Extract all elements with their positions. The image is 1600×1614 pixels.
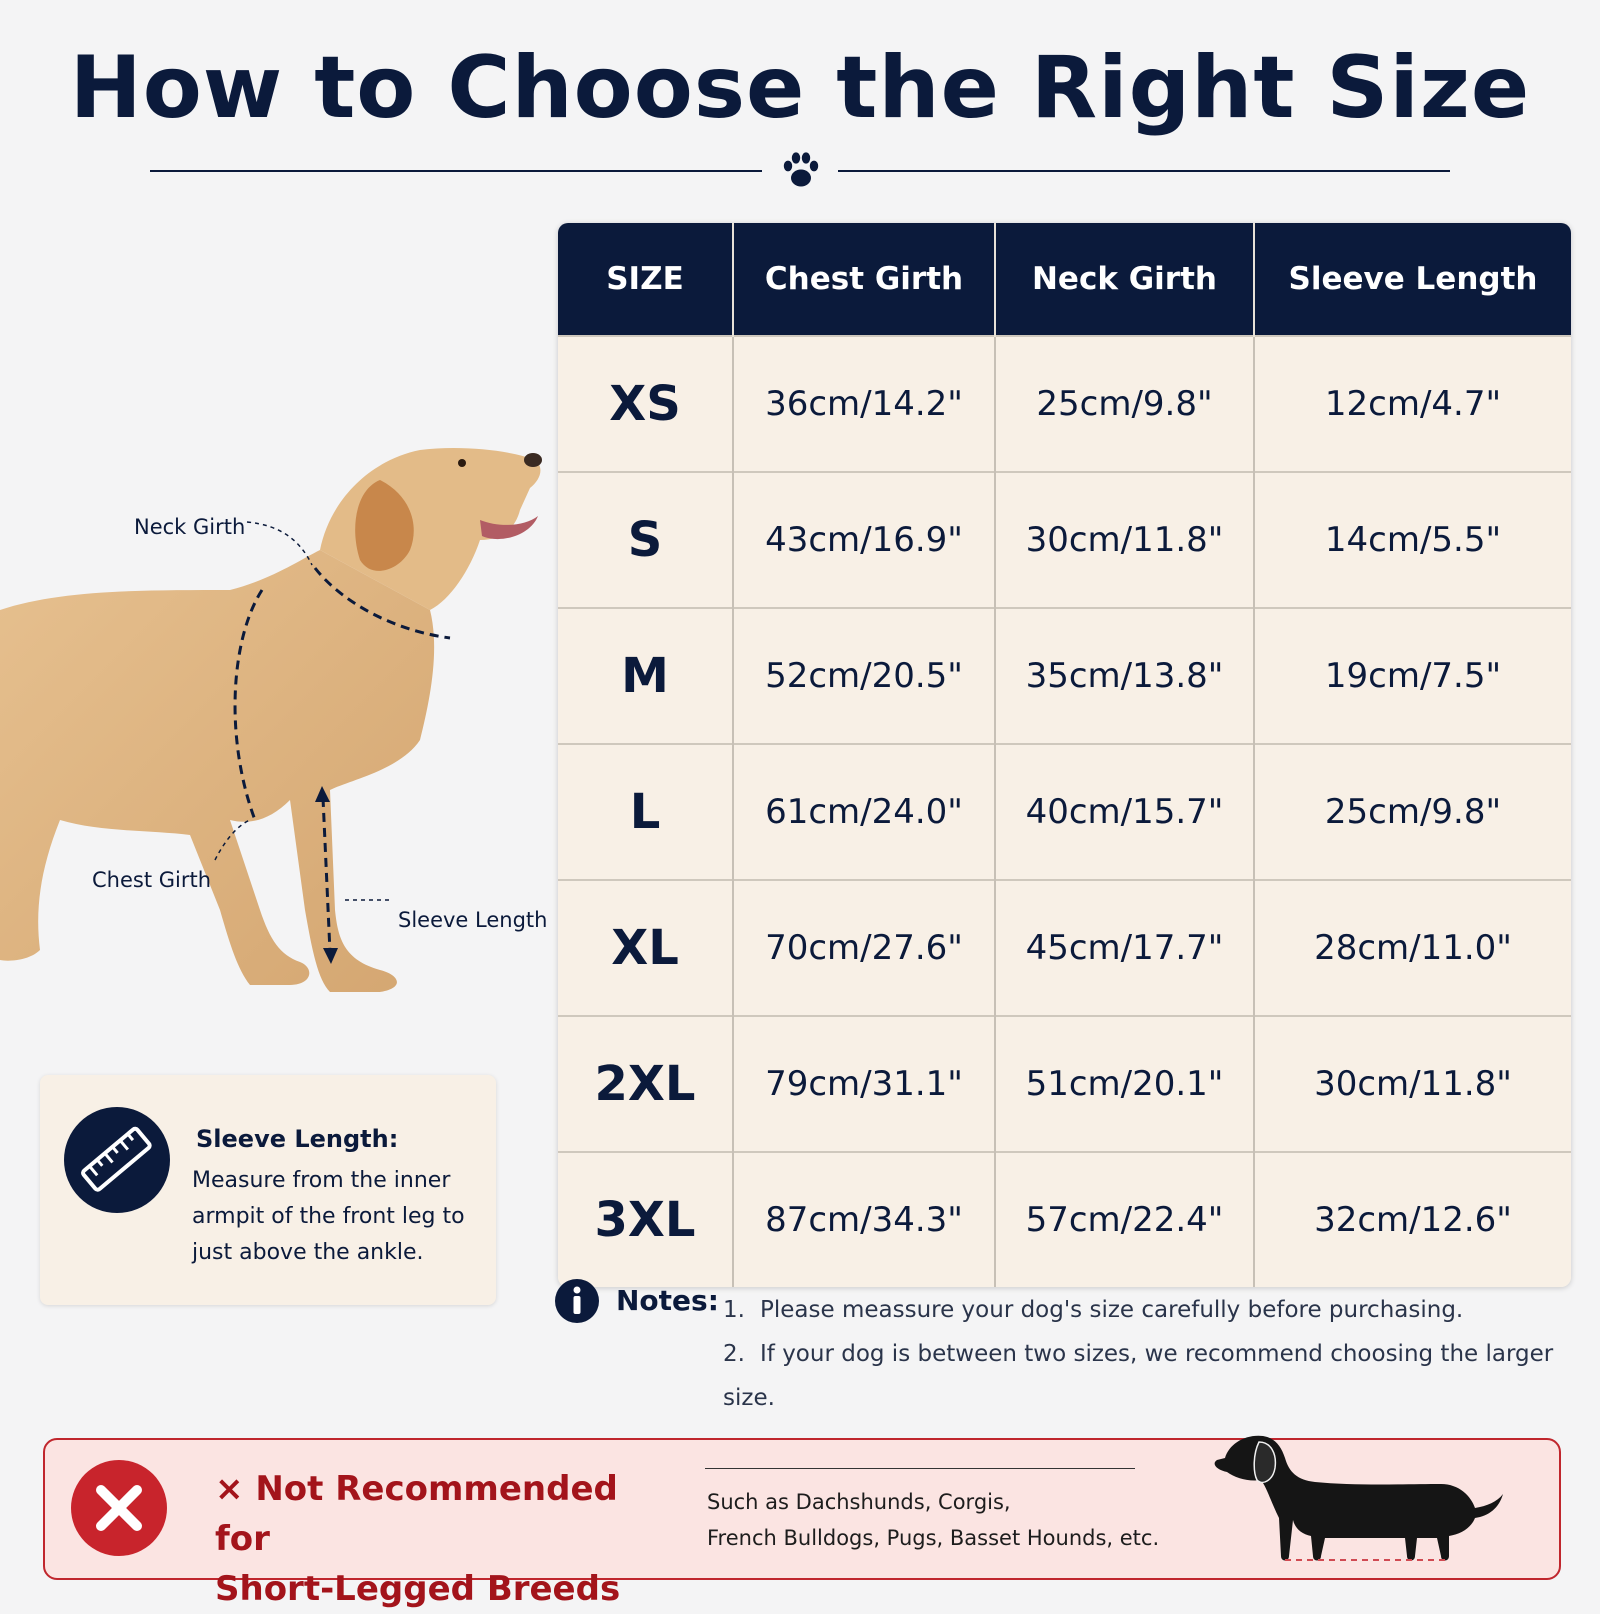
neck-girth-label: Neck Girth	[134, 515, 246, 539]
dog-measurement-diagram: Neck Girth Chest Girth Sleeve Length	[0, 440, 560, 1020]
size-cell: XL	[558, 879, 734, 1016]
short-legged-warning-box: × Not Recommended for Short-Legged Breed…	[43, 1435, 1561, 1609]
warning-text: Such as Dachshunds, Corgis, French Bulld…	[707, 1484, 1159, 1556]
size-cell: M	[558, 607, 734, 744]
title-divider-left	[150, 170, 762, 172]
neck-cell: 40cm/15.7"	[995, 743, 1255, 880]
paw-icon	[783, 152, 819, 187]
chest-cell: 70cm/27.6"	[733, 879, 996, 1016]
neck-cell: 57cm/22.4"	[995, 1151, 1255, 1287]
chest-cell: 61cm/24.0"	[733, 743, 996, 880]
note-item: 2. If your dog is between two sizes, we r…	[723, 1332, 1600, 1420]
chest-cell: 87cm/34.3"	[733, 1151, 996, 1287]
labrador-illustration	[0, 448, 542, 992]
note-text: Please meassure your dog's size carefull…	[760, 1297, 1464, 1323]
page-title: How to Choose the Right Size	[69, 38, 1531, 138]
note-item: 1. Please meassure your dog's size carefu…	[723, 1288, 1600, 1332]
note-text: If your dog is between two sizes, we rec…	[723, 1341, 1554, 1411]
size-cell: L	[558, 743, 734, 880]
table-row: 2XL 79cm/31.1" 51cm/20.1" 30cm/11.8"	[558, 1015, 1571, 1152]
size-cell: XS	[558, 335, 734, 472]
info-icon	[555, 1279, 599, 1323]
sleeve-cell: 19cm/7.5"	[1254, 607, 1571, 744]
size-cell: 3XL	[558, 1151, 734, 1287]
sleeve-cell: 32cm/12.6"	[1254, 1151, 1571, 1287]
note-number: 1.	[723, 1297, 745, 1323]
sleeve-cell: 14cm/5.5"	[1254, 471, 1571, 608]
warning-text-line1: Such as Dachshunds, Corgis,	[707, 1490, 1011, 1514]
header-size: SIZE	[558, 223, 734, 336]
neck-cell: 45cm/17.7"	[995, 879, 1255, 1016]
neck-cell: 51cm/20.1"	[995, 1015, 1255, 1152]
chest-cell: 79cm/31.1"	[733, 1015, 996, 1152]
size-cell: 2XL	[558, 1015, 734, 1152]
chest-girth-label: Chest Girth	[92, 868, 212, 892]
close-icon	[96, 1485, 142, 1531]
sleeve-cell: 12cm/4.7"	[1254, 335, 1571, 472]
size-chart-table: SIZE Chest Girth Neck Girth Sleeve Lengt…	[558, 223, 1571, 1287]
chest-cell: 43cm/16.9"	[733, 471, 996, 608]
warning-divider	[705, 1468, 1135, 1469]
warning-badge	[71, 1460, 167, 1556]
warning-title: × Not Recommended for Short-Legged Breed…	[215, 1464, 655, 1614]
note-number: 2.	[723, 1341, 745, 1367]
notes-label: Notes:	[616, 1284, 719, 1317]
title-divider-right	[838, 170, 1450, 172]
sleeve-card-title: Sleeve Length:	[196, 1125, 399, 1153]
table-row: XS 36cm/14.2" 25cm/9.8" 12cm/4.7"	[558, 335, 1571, 472]
sleeve-cell: 30cm/11.8"	[1254, 1015, 1571, 1152]
header-sleeve-length: Sleeve Length	[1254, 223, 1571, 336]
table-row: XL 70cm/27.6" 45cm/17.7" 28cm/11.0"	[558, 879, 1571, 1016]
chest-cell: 52cm/20.5"	[733, 607, 996, 744]
table-row: 3XL 87cm/34.3" 57cm/22.4" 32cm/12.6"	[558, 1151, 1571, 1287]
ruler-icon	[81, 1126, 152, 1192]
neck-cell: 35cm/13.8"	[995, 607, 1255, 744]
warning-title-line1: Not Recommended for	[215, 1469, 618, 1559]
neck-cell: 25cm/9.8"	[995, 335, 1255, 472]
dachshund-silhouette	[1214, 1435, 1503, 1561]
notes-list: 1. Please meassure your dog's size carefu…	[723, 1288, 1600, 1420]
sleeve-length-card: Sleeve Length: Measure from the inner ar…	[40, 1075, 496, 1305]
size-cell: S	[558, 471, 734, 608]
ruler-badge	[64, 1107, 170, 1213]
header-neck-girth: Neck Girth	[995, 223, 1255, 336]
table-row: M 52cm/20.5" 35cm/13.8" 19cm/7.5"	[558, 607, 1571, 744]
sleeve-cell: 28cm/11.0"	[1254, 879, 1571, 1016]
sleeve-length-label: Sleeve Length	[398, 908, 548, 932]
sleeve-cell: 25cm/9.8"	[1254, 743, 1571, 880]
sleeve-card-text: Measure from the inner armpit of the fro…	[192, 1168, 465, 1265]
warning-title-line2: Short-Legged Breeds	[215, 1569, 621, 1609]
header-chest-girth: Chest Girth	[733, 223, 996, 336]
table-row: L 61cm/24.0" 40cm/15.7" 25cm/9.8"	[558, 743, 1571, 880]
table-header-row: SIZE Chest Girth Neck Girth Sleeve Lengt…	[558, 223, 1571, 336]
warning-x-mark: ×	[215, 1469, 244, 1509]
warning-text-line2: French Bulldogs, Pugs, Basset Hounds, et…	[707, 1526, 1160, 1550]
table-row: S 43cm/16.9" 30cm/11.8" 14cm/5.5"	[558, 471, 1571, 608]
neck-cell: 30cm/11.8"	[995, 471, 1255, 608]
chest-cell: 36cm/14.2"	[733, 335, 996, 472]
